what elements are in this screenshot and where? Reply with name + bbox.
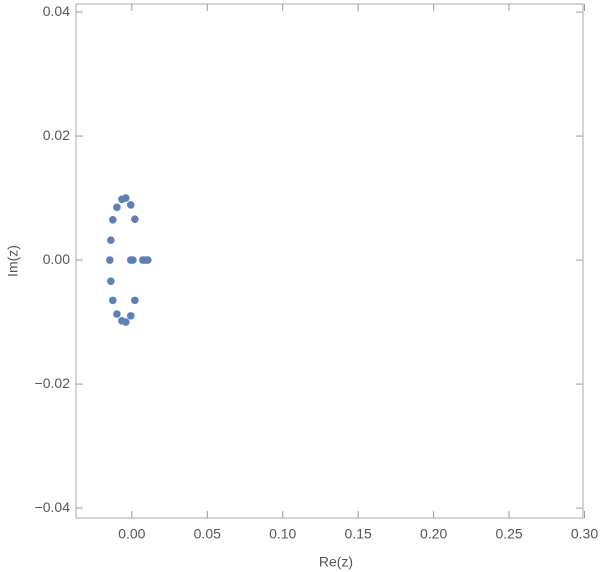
- plot-frame: [75, 3, 584, 519]
- x-tick-label: 0.15: [345, 526, 372, 542]
- point: [144, 256, 152, 264]
- x-tick-label: 0.00: [118, 526, 145, 542]
- point: [131, 296, 139, 305]
- point: [126, 312, 135, 320]
- point: [121, 194, 130, 202]
- point: [121, 318, 130, 326]
- y-axis-label: Im(z): [5, 245, 21, 277]
- point: [113, 310, 121, 318]
- point: [107, 277, 115, 285]
- point: [131, 215, 139, 223]
- point: [107, 236, 115, 245]
- point: [109, 296, 117, 305]
- y-tick-label: −0.02: [35, 375, 71, 391]
- point: [126, 201, 135, 209]
- point: [106, 256, 114, 264]
- x-tick-label: 0.20: [420, 526, 447, 542]
- x-tick-label: 0.05: [194, 526, 221, 542]
- x-tick-label: 0.10: [269, 526, 296, 542]
- x-axis-label: Re(z): [319, 554, 353, 570]
- x-tick-label: 0.30: [571, 526, 598, 542]
- y-tick-label: 0.04: [43, 3, 70, 19]
- point: [109, 215, 117, 224]
- x-tick-label: 0.25: [495, 526, 522, 542]
- point: [113, 203, 121, 212]
- y-tick-label: 0.02: [43, 127, 70, 143]
- point: [129, 256, 137, 264]
- y-tick-label: 0.00: [43, 251, 70, 267]
- y-tick-label: −0.04: [35, 499, 71, 515]
